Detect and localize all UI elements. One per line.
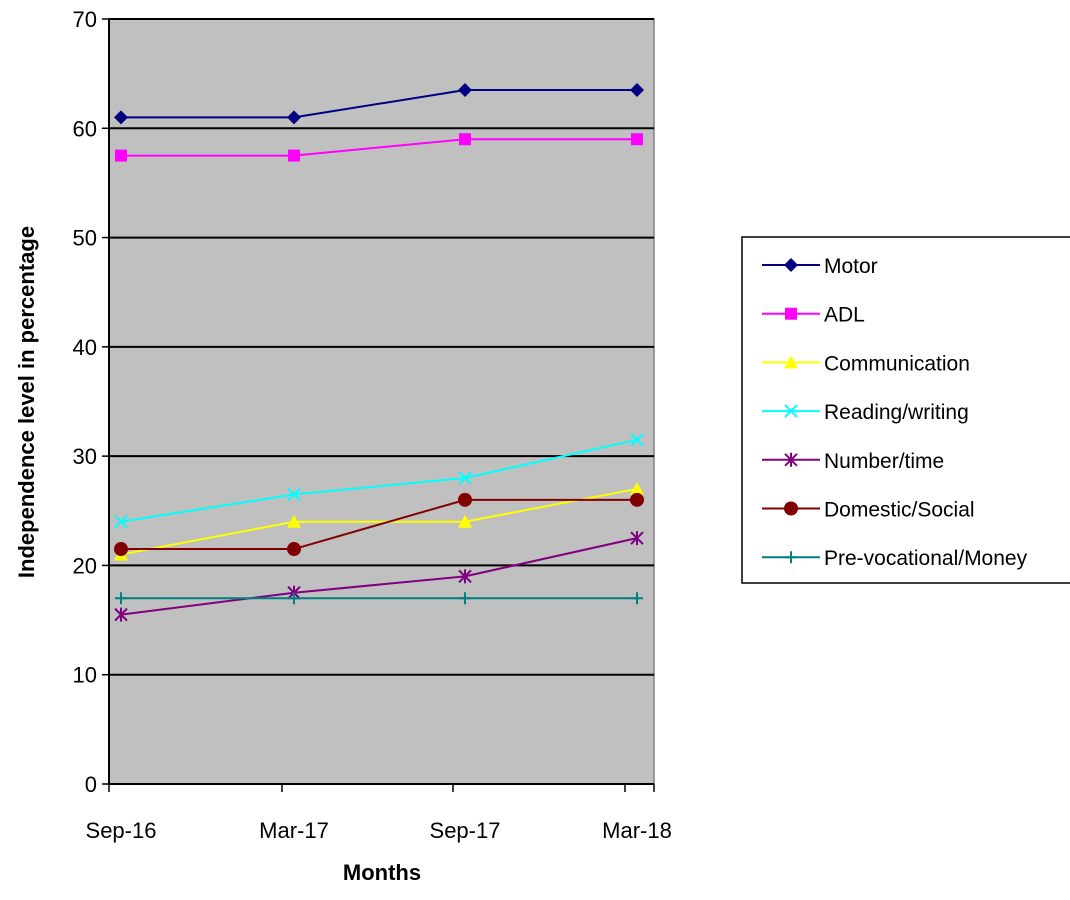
x-axis: Sep-16 Mar-17 Sep-17 Mar-18 [86,783,672,843]
series-line-number-time [120,537,638,616]
data-point-pre-vocational-money [459,592,471,605]
series-domestic-social [114,492,644,557]
legend: Motor ADL Communication Reading/writing Numb… [741,236,1070,584]
data-point-motor [458,83,472,98]
data-point-motor [114,110,128,125]
data-point-domestic-social [458,492,472,507]
legend-marker-number-time [784,452,798,467]
series-line-motor [121,89,637,119]
series-communication [114,481,644,561]
legend-item-communication: Communication [762,352,970,375]
data-point-number-time [630,531,644,546]
legend-marker-communication [784,355,798,369]
y-axis: 0 10 20 30 40 50 60 70 [73,7,110,797]
legend-item-pre-vocational-money: Pre-vocational/Money [762,547,1028,570]
y-tick-label: 10 [73,663,97,688]
series-motor [114,83,644,125]
legend-item-domestic-social: Domestic/Social [762,499,975,522]
data-point-reading-writing [630,433,644,447]
legend-marker-motor [784,258,798,272]
data-point-pre-vocational-money [288,592,300,605]
legend-items: Motor ADL Communication Reading/writing Numb… [762,255,1028,570]
legend-label: Communication [824,352,970,375]
data-point-number-time [458,569,472,584]
y-tick-label: 50 [73,226,97,251]
series-reading-writing [114,433,644,529]
legend-marker-pre-vocational-money [785,551,797,564]
legend-marker-adl [785,307,797,320]
x-axis-title: Months [343,860,421,885]
legend-box [741,236,1070,584]
x-tick-label: Sep-17 [430,818,501,843]
legend-label: Motor [824,255,878,278]
data-point-reading-writing [287,487,301,502]
y-tick-label: 60 [73,116,97,141]
series-group [114,83,644,622]
legend-label: Reading/writing [824,401,969,424]
data-point-domestic-social [630,492,644,507]
legend-label: Domestic/Social [824,499,975,522]
data-point-number-time [114,607,128,622]
series-adl [115,133,643,162]
data-point-motor [287,110,301,125]
legend-item-adl: ADL [762,304,865,327]
legend-marker-domestic-social [784,501,798,516]
x-tick-label: Sep-16 [86,818,157,843]
data-point-adl [459,133,471,146]
data-point-adl [631,133,643,146]
plot-area [108,18,655,785]
series-pre-vocational-money [115,592,643,605]
data-point-domestic-social [114,542,128,557]
data-point-communication [287,514,301,528]
data-point-domestic-social [287,542,301,557]
legend-marker-reading-writing [784,404,798,418]
y-tick-label: 40 [73,335,97,360]
legend-label: Pre-vocational/Money [824,547,1028,570]
y-axis-title: Independence level in percentage [14,226,39,578]
data-point-motor [630,83,644,98]
data-point-reading-writing [114,515,128,529]
series-line-adl [121,138,637,157]
series-line-communication [120,487,638,556]
legend-item-reading-writing: Reading/writing [762,401,969,424]
y-tick-label: 30 [73,444,97,469]
data-point-pre-vocational-money [115,592,127,605]
data-point-communication [458,514,472,528]
legend-label: ADL [824,304,865,327]
y-tick-label: 20 [73,553,97,578]
grid-lines [109,18,654,676]
data-point-communication [630,481,644,495]
legend-item-motor: Motor [762,255,878,278]
series-line-domestic-social [121,498,637,551]
x-tick-label: Mar-18 [602,818,672,843]
x-tick-label: Mar-17 [259,818,329,843]
data-point-pre-vocational-money [631,592,643,605]
data-point-adl [288,149,300,162]
data-point-adl [115,149,127,162]
y-tick-label: 70 [73,7,97,32]
data-point-reading-writing [458,471,472,485]
series-line-reading-writing [120,438,638,523]
series-number-time [114,531,644,622]
legend-item-number-time: Number/time [762,450,944,473]
y-tick-label: 0 [85,772,97,797]
legend-label: Number/time [824,450,944,473]
